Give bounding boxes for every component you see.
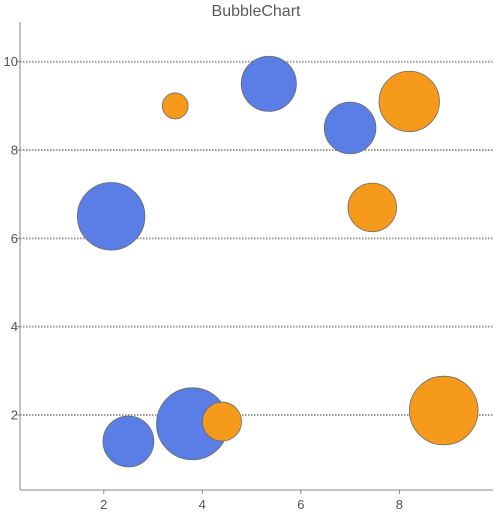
axes: [19, 22, 493, 491]
bubble-s0-p1: [240, 55, 297, 112]
x-tick-label-6: 6: [297, 497, 304, 512]
bubble-s1-p4: [408, 375, 479, 446]
y-tick-label-8: 8: [11, 143, 18, 158]
bubble-s0-p2: [323, 101, 377, 155]
x-tick-label-4: 4: [199, 497, 206, 512]
bubble-s1-p0: [161, 92, 189, 120]
y-tick-label-2: 2: [11, 407, 18, 422]
x-tick-label-8: 8: [396, 497, 403, 512]
bubble-s1-p3: [202, 401, 242, 442]
y-tick-label-4: 4: [11, 319, 18, 334]
bubbles: [76, 55, 479, 468]
bubble-s0-p0: [76, 182, 146, 251]
bubble-s1-p2: [347, 182, 397, 233]
x-axis-ticks: 2 4 6 8: [100, 490, 403, 512]
x-tick-label-2: 2: [100, 497, 107, 512]
bubble-s1-p1: [378, 70, 440, 133]
y-tick-label-6: 6: [11, 231, 18, 246]
y-tick-label-10: 10: [4, 54, 18, 69]
bubble-s0-p3: [102, 415, 155, 468]
chart-title: BubbleChart: [212, 3, 302, 20]
y-axis-ticks: 2 4 6 8 10: [4, 54, 20, 422]
